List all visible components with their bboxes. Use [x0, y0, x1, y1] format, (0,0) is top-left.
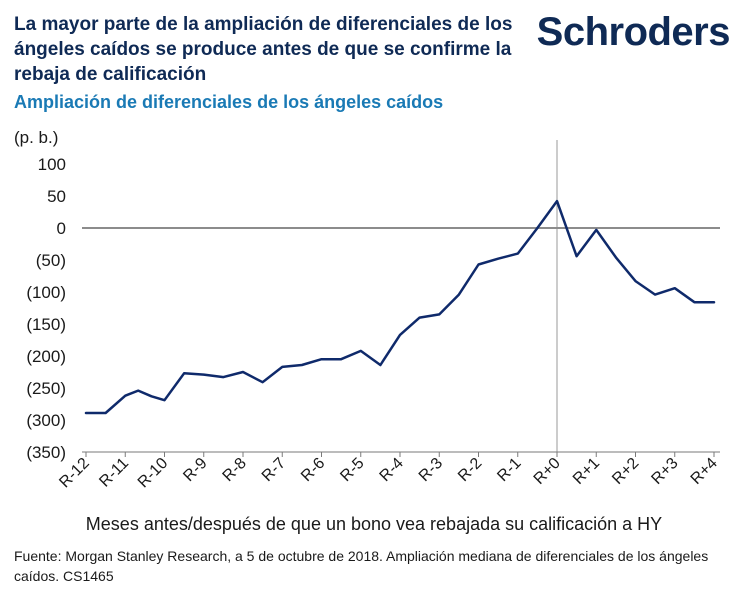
series [84, 199, 716, 415]
y-axis-label: (p. b.) [14, 128, 58, 147]
x-tick-label: R-9 [180, 455, 210, 485]
y-tick-label: 50 [47, 187, 66, 206]
x-ticks: R-12 R-11 R-10 R-9 R-8 R-7 R-6 R-5 R-4 R-3 R-2 R-1 R… [56, 452, 721, 491]
x-tick-label: R-2 [455, 455, 485, 485]
y-tick-label: 100 [38, 155, 66, 174]
x-tick-label: R-11 [96, 455, 132, 491]
chart-title: La mayor parte de la ampliación de difer… [14, 14, 513, 85]
y-tick-label: (200) [26, 347, 66, 366]
y-tick-label: (150) [26, 315, 66, 334]
y-tick-label: (100) [26, 283, 66, 302]
x-tick-label: R-1 [494, 455, 524, 485]
x-tick-label: R-6 [298, 455, 328, 485]
x-tick-label: R+1 [570, 455, 603, 488]
y-ticks: 100 50 0 (50) (100) (150) (200) (250) (300) (350) [26, 155, 66, 462]
x-tick-label: R-4 [377, 455, 407, 485]
y-tick-label: (300) [26, 411, 66, 430]
x-axis-label: Meses antes/después de que un bono vea r… [85, 514, 663, 534]
x-tick-label: R+0 [531, 455, 564, 488]
x-tick-label: R-10 [135, 455, 172, 492]
x-tick-label: R-7 [259, 455, 289, 485]
series-line [84, 199, 716, 415]
chart-subtitle: Ampliación de diferenciales de los ángel… [14, 92, 444, 112]
y-tick-label: (50) [36, 251, 66, 270]
x-tick-label: R+3 [648, 455, 681, 488]
y-tick-label: (350) [26, 443, 66, 462]
y-tick-label: 0 [57, 219, 66, 238]
y-tick-label: (250) [26, 379, 66, 398]
source-footnote: Fuente: Morgan Stanley Research, a 5 de … [14, 548, 709, 584]
x-tick-label: R-5 [337, 455, 367, 485]
x-tick-label: R-3 [416, 455, 446, 485]
x-tick-label: R-8 [220, 455, 250, 485]
x-tick-label: R+2 [609, 455, 642, 488]
schroders-logo: Schroders [536, 10, 731, 54]
x-tick-label: R+4 [688, 455, 721, 488]
